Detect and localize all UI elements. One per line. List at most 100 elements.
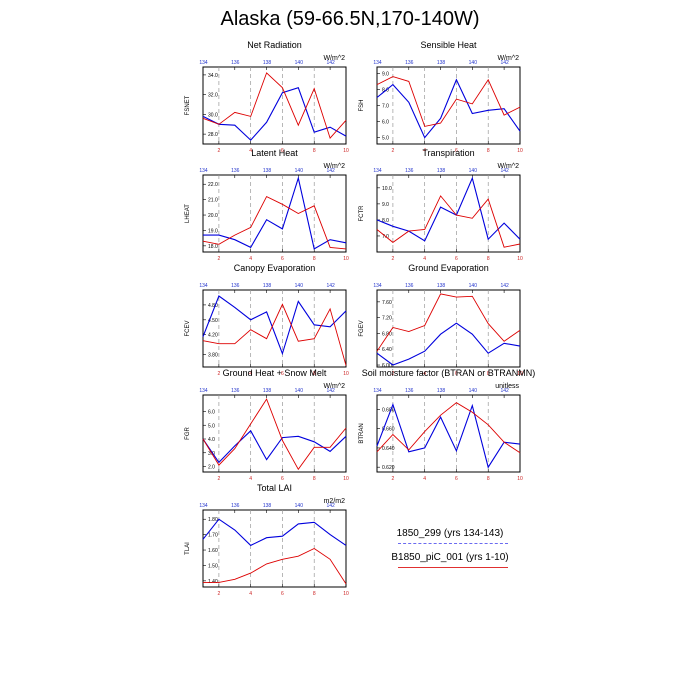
series-line-1850-299	[202, 87, 347, 141]
y-tick-label: 1.40	[208, 579, 218, 585]
y-tick-label: 19.0	[208, 228, 218, 234]
top-tick-label: 134	[373, 168, 382, 174]
series-line-b1850	[202, 196, 347, 250]
y-axis-label: FGR	[185, 427, 191, 440]
top-tick-label: 140	[469, 168, 478, 174]
y-axis-label: TLAI	[185, 542, 191, 555]
y-tick-label: 7.60	[382, 300, 392, 306]
units-label: m2/m2	[324, 498, 346, 505]
units-label: W/m^2	[323, 163, 345, 170]
units-label: W/m^2	[497, 163, 519, 170]
y-tick-label: 6.00	[382, 363, 392, 369]
series-line-b1850	[202, 398, 347, 471]
figure-title: Alaska (59-66.5N,170-140W)	[220, 8, 480, 30]
top-tick-label: 134	[199, 168, 208, 174]
series-line-b1850	[376, 402, 521, 454]
bottom-tick-label: 6	[455, 371, 458, 377]
bottom-tick-label: 10	[517, 476, 523, 482]
bottom-tick-label: 4	[249, 256, 252, 262]
top-tick-label: 142	[326, 388, 335, 394]
plot-frame	[202, 509, 347, 588]
y-axis-label: BTRAN	[359, 423, 365, 443]
top-tick-label: 138	[263, 60, 272, 66]
y-tick-label: 5.0	[382, 136, 389, 142]
y-tick-label: 20.0	[208, 213, 218, 219]
top-tick-label: 140	[469, 388, 478, 394]
legend-item-1850-299: 1850_299 (yrs 134-143)	[380, 528, 520, 552]
top-tick-label: 142	[500, 60, 509, 66]
plot-frame	[202, 394, 347, 473]
y-tick-label: 1.70	[208, 533, 218, 539]
y-tick-label: 4.80	[208, 303, 218, 309]
units-label: unitless	[495, 383, 519, 390]
bottom-tick-label: 4	[423, 256, 426, 262]
bottom-tick-label: 10	[343, 371, 349, 377]
bottom-tick-label: 2	[391, 148, 394, 154]
legend-label: B1850_piC_001 (yrs 1-10)	[391, 552, 509, 563]
top-tick-label: 136	[405, 168, 414, 174]
top-tick-label: 140	[295, 283, 304, 289]
units-label: W/m^2	[497, 55, 519, 62]
y-tick-label: 7.20	[382, 316, 392, 322]
legend-swatch-blue	[398, 543, 508, 544]
top-tick-label: 136	[231, 60, 240, 66]
y-tick-label: 2.0	[208, 465, 215, 471]
top-tick-label: 138	[263, 503, 272, 509]
plot-frame	[376, 289, 521, 368]
y-tick-label: 22.0	[208, 182, 218, 188]
series-line-1850-299	[376, 176, 521, 242]
bottom-tick-label: 10	[517, 148, 523, 154]
y-tick-label: 6.0	[208, 410, 215, 416]
bottom-tick-label: 6	[281, 591, 284, 597]
bottom-tick-label: 10	[517, 371, 523, 377]
bottom-tick-label: 6	[455, 256, 458, 262]
y-tick-label: 9.0	[382, 71, 389, 77]
series-line-1850-299	[376, 78, 521, 139]
y-tick-label: 32.0	[208, 93, 218, 99]
y-tick-label: 1.50	[208, 563, 218, 569]
top-tick-label: 142	[500, 388, 509, 394]
y-axis-label: LHEAT	[185, 204, 191, 223]
legend-item-b1850: B1850_piC_001 (yrs 1-10)	[380, 552, 520, 576]
panel-title: Soil moisture factor (BTRAN or BTRANMN)	[362, 368, 536, 378]
y-tick-label: 1.80	[208, 517, 218, 523]
y-tick-label: 6.40	[382, 347, 392, 353]
panel-title: Sensible Heat	[420, 40, 477, 50]
y-tick-label: 18.0	[208, 244, 218, 250]
bottom-tick-label: 6	[281, 148, 284, 154]
top-tick-label: 142	[500, 283, 509, 289]
series-line-b1850	[202, 303, 347, 366]
series-line-b1850	[203, 547, 347, 585]
series-line-b1850	[376, 195, 521, 248]
bottom-tick-label: 2	[391, 476, 394, 482]
plot-frame	[376, 174, 521, 253]
bottom-tick-label: 6	[455, 148, 458, 154]
top-tick-label: 136	[231, 168, 240, 174]
plot-frame	[376, 394, 521, 473]
bottom-tick-label: 6	[281, 371, 284, 377]
y-tick-label: 0.660	[382, 427, 395, 433]
panel-title: Ground Heat + Snow Melt	[223, 368, 327, 378]
top-tick-label: 134	[373, 60, 382, 66]
top-tick-label: 134	[199, 388, 208, 394]
y-axis-label: FCTR	[359, 205, 365, 222]
top-tick-label: 136	[405, 60, 414, 66]
series-line-1850-299	[376, 402, 521, 469]
y-tick-label: 0.640	[382, 446, 395, 452]
bottom-tick-label: 6	[281, 256, 284, 262]
bottom-tick-label: 4	[249, 591, 252, 597]
panel-title: Total LAI	[257, 483, 292, 493]
series-line-b1850	[202, 72, 347, 139]
bottom-tick-label: 6	[455, 476, 458, 482]
y-tick-label: 6.80	[382, 331, 392, 337]
y-tick-label: 4.20	[208, 333, 218, 339]
bottom-tick-label: 8	[313, 148, 316, 154]
top-tick-label: 140	[469, 283, 478, 289]
top-tick-label: 136	[231, 283, 240, 289]
top-tick-label: 142	[326, 503, 335, 509]
bottom-tick-label: 8	[487, 371, 490, 377]
y-axis-label: FCEV	[185, 320, 191, 336]
top-tick-label: 142	[326, 283, 335, 289]
legend: 1850_299 (yrs 134-143) B1850_piC_001 (yr…	[380, 528, 520, 576]
bottom-tick-label: 8	[313, 371, 316, 377]
